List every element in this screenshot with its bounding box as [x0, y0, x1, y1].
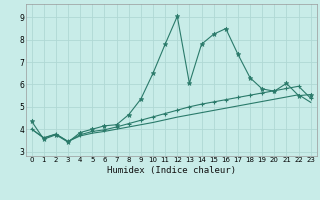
X-axis label: Humidex (Indice chaleur): Humidex (Indice chaleur)	[107, 166, 236, 175]
